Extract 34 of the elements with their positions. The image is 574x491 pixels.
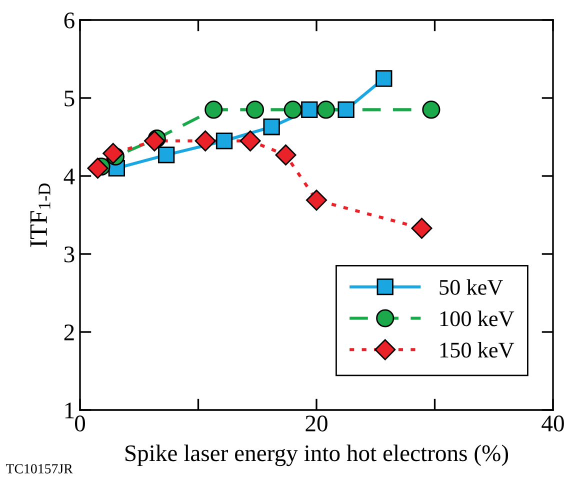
- y-axis-title: ITF$_{1-D}$: [30, 184, 50, 247]
- y-tick-label: 5: [64, 90, 74, 106]
- point: [411, 218, 432, 239]
- point: [338, 101, 354, 118]
- point: [376, 70, 392, 87]
- point: [158, 146, 175, 164]
- x-tick-label: 40: [542, 416, 564, 432]
- y-tick-label: 1: [65, 402, 74, 418]
- point: [102, 142, 124, 164]
- y-tick-label: 2: [64, 324, 74, 340]
- y-tick-label: 3: [64, 246, 74, 262]
- point: [204, 100, 223, 119]
- x-tick-label: 0: [74, 416, 86, 432]
- point: [263, 118, 280, 136]
- point: [194, 130, 216, 152]
- legend-label: 50 keV: [440, 279, 504, 295]
- point: [316, 100, 335, 119]
- point: [144, 130, 166, 152]
- y-tick-label: 6: [64, 12, 74, 28]
- text: TC10157JR: [6, 464, 73, 474]
- point: [216, 132, 233, 150]
- point: [87, 158, 108, 179]
- point: [275, 144, 296, 166]
- point: [306, 190, 328, 211]
- y-tick-label: 4: [64, 168, 75, 184]
- x-axis-title: Spike laser energy into hot electrons (%): [126, 444, 508, 466]
- legend-label: 150 keV: [440, 342, 514, 358]
- point: [301, 101, 318, 118]
- point: [240, 130, 261, 152]
- point: [422, 100, 440, 119]
- point: [246, 100, 264, 119]
- legend-label: 100 keV: [440, 310, 514, 326]
- point: [284, 100, 302, 119]
- x-tick-label: 20: [306, 416, 328, 432]
